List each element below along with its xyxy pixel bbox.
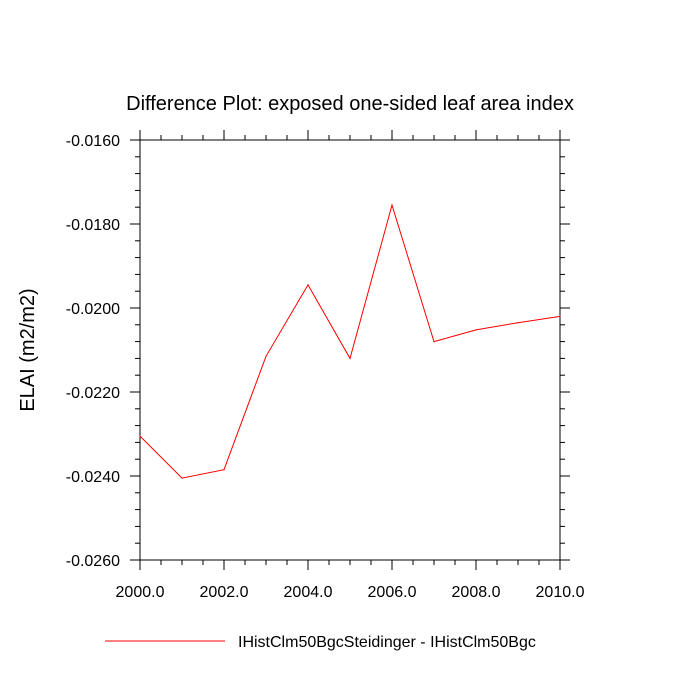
y-tick-label: -0.0160: [66, 133, 120, 150]
x-tick-label: 2000.0: [116, 584, 165, 601]
major-ticks: [130, 130, 570, 570]
series-line-0: [139, 203, 561, 479]
x-tick-label: 2004.0: [284, 584, 333, 601]
x-tick-label: 2010.0: [536, 584, 585, 601]
series-point: [307, 284, 309, 286]
y-tick-label: -0.0240: [66, 469, 120, 486]
minor-ticks: [135, 135, 565, 565]
x-tick-label: 2008.0: [452, 584, 501, 601]
series-point: [139, 435, 141, 437]
legend: IHistClm50BgcSteidinger - IHistClm50Bgc: [105, 634, 536, 651]
chart-title: Difference Plot: exposed one-sided leaf …: [126, 93, 574, 115]
y-tick-label: -0.0260: [66, 553, 120, 570]
x-tick-label: 2006.0: [368, 584, 417, 601]
series-point: [391, 204, 393, 206]
series-point: [181, 477, 183, 479]
series-layer: [139, 203, 561, 479]
series-point: [517, 322, 519, 324]
y-tick-label: -0.0180: [66, 217, 120, 234]
series-point: [559, 315, 561, 317]
series-point: [475, 329, 477, 331]
y-tick-labels: -0.0160 -0.0180 -0.0200 -0.0220 -0.0240 -0.02…: [66, 133, 120, 570]
y-axis-label: ELAI (m2/m2): [17, 288, 39, 411]
y-tick-label: -0.0200: [66, 301, 120, 318]
y-tick-label: -0.0220: [66, 385, 120, 402]
x-tick-labels: 2000.0 2002.0 2004.0 2006.0 2008.0 2010.0: [116, 584, 585, 601]
series-point: [349, 357, 351, 359]
legend-label-0: IHistClm50BgcSteidinger - IHistClm50Bgc: [238, 634, 536, 651]
series-point: [265, 355, 267, 357]
plot-frame: [139, 139, 561, 561]
x-tick-label: 2002.0: [200, 584, 249, 601]
series-point: [433, 341, 435, 343]
series-point: [223, 469, 225, 471]
